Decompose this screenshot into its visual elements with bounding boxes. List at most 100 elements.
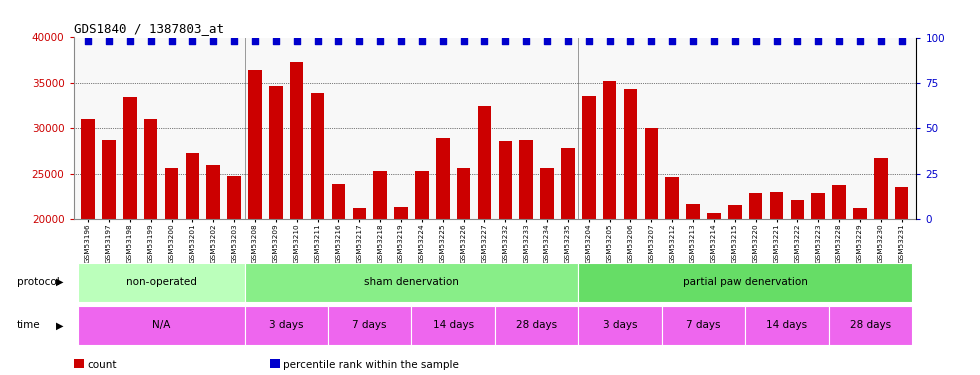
Bar [270, 86, 282, 375]
Bar [165, 168, 178, 375]
Point [831, 38, 847, 44]
Point [310, 38, 325, 44]
Text: N/A: N/A [152, 320, 171, 330]
Bar [829, 306, 912, 345]
Point [330, 38, 346, 44]
Bar [662, 306, 745, 345]
Bar [248, 70, 262, 375]
Bar [745, 306, 829, 345]
Text: GDS1840 / 1387803_at: GDS1840 / 1387803_at [74, 22, 223, 35]
Bar [416, 171, 428, 375]
Point [206, 38, 221, 44]
Bar [686, 204, 700, 375]
Bar [373, 171, 387, 375]
Point [226, 38, 242, 44]
Bar [578, 262, 912, 302]
Point [456, 38, 471, 44]
Point [414, 38, 429, 44]
Point [476, 38, 492, 44]
Point [352, 38, 368, 44]
Point [894, 38, 909, 44]
Text: 28 days: 28 days [850, 320, 891, 330]
Bar [708, 213, 720, 375]
Point [289, 38, 305, 44]
Point [873, 38, 889, 44]
Bar [665, 177, 679, 375]
Bar [227, 176, 241, 375]
Bar [123, 97, 136, 375]
Text: ▶: ▶ [56, 277, 64, 287]
Point [164, 38, 179, 44]
Point [122, 38, 137, 44]
Point [539, 38, 555, 44]
Text: percentile rank within the sample: percentile rank within the sample [283, 360, 459, 369]
Point [268, 38, 283, 44]
Point [581, 38, 597, 44]
Point [101, 38, 117, 44]
Bar [311, 93, 324, 375]
Bar [519, 140, 533, 375]
Point [602, 38, 617, 44]
Text: 14 days: 14 days [766, 320, 808, 330]
Bar [353, 209, 367, 375]
Bar [499, 141, 513, 375]
Bar [245, 306, 328, 345]
Text: 3 days: 3 days [270, 320, 304, 330]
Bar [477, 106, 491, 375]
Point [622, 38, 638, 44]
Text: 3 days: 3 days [603, 320, 637, 330]
Bar [81, 119, 95, 375]
Bar [874, 158, 888, 375]
Bar [582, 96, 596, 375]
Text: 28 days: 28 days [516, 320, 558, 330]
Point [748, 38, 763, 44]
Text: sham denervation: sham denervation [364, 277, 459, 287]
Bar [144, 119, 158, 375]
Point [247, 38, 263, 44]
Point [810, 38, 826, 44]
Text: non-operated: non-operated [125, 277, 197, 287]
Text: protocol: protocol [17, 277, 60, 287]
Point [707, 38, 722, 44]
Point [790, 38, 806, 44]
Bar [394, 207, 408, 375]
Point [372, 38, 388, 44]
Bar [102, 140, 116, 375]
Point [435, 38, 451, 44]
Bar [562, 148, 574, 375]
Point [393, 38, 409, 44]
Bar [331, 184, 345, 375]
Text: 7 days: 7 days [353, 320, 387, 330]
Bar [540, 168, 554, 375]
Bar [207, 165, 220, 375]
Point [664, 38, 680, 44]
Bar [645, 128, 659, 375]
Point [853, 38, 868, 44]
Point [518, 38, 534, 44]
Bar [811, 193, 825, 375]
Bar [412, 306, 495, 345]
Point [184, 38, 200, 44]
Text: 14 days: 14 days [432, 320, 473, 330]
Bar [495, 306, 578, 345]
Point [685, 38, 701, 44]
Point [561, 38, 576, 44]
Bar [436, 138, 450, 375]
Bar [245, 262, 578, 302]
Text: count: count [87, 360, 117, 369]
Bar [77, 262, 245, 302]
Bar [290, 62, 304, 375]
Point [727, 38, 743, 44]
Point [143, 38, 159, 44]
Bar [457, 168, 470, 375]
Bar [895, 187, 908, 375]
Bar [603, 81, 616, 375]
Text: ▶: ▶ [56, 320, 64, 330]
Bar [769, 192, 783, 375]
Text: 7 days: 7 days [686, 320, 720, 330]
Bar [832, 185, 846, 375]
Bar [578, 306, 662, 345]
Bar [728, 205, 742, 375]
Bar [854, 207, 866, 375]
Bar [77, 306, 245, 345]
